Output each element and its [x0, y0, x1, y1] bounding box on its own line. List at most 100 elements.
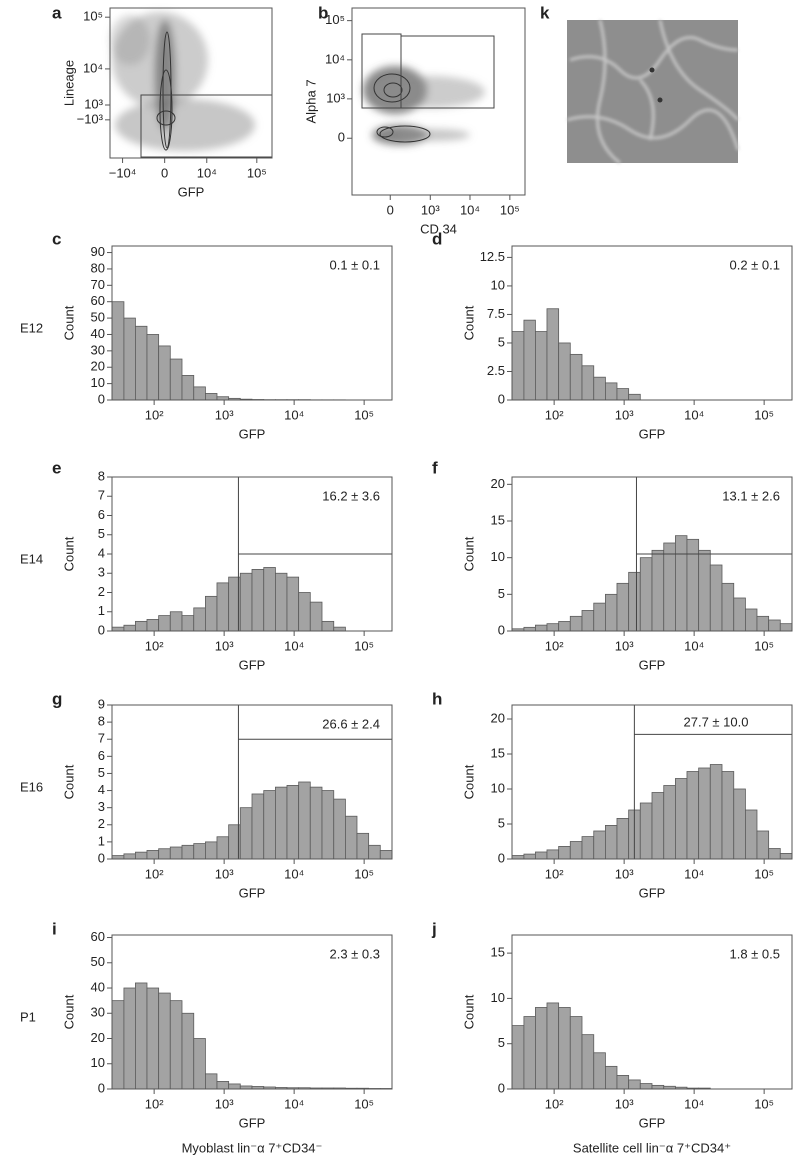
x-tick-label: 10⁴ [460, 202, 480, 217]
bar [345, 815, 358, 860]
y-tick-label: 7 [98, 731, 105, 746]
bar [228, 1083, 241, 1090]
plot-frame [109, 7, 273, 159]
bar [193, 607, 206, 632]
y-axis-label: Alpha 7 [303, 79, 318, 123]
y-tick-label: 70 [91, 277, 105, 292]
bar [146, 850, 160, 860]
bar [309, 601, 323, 632]
bar [616, 818, 630, 860]
plot-frame [511, 476, 793, 632]
bar [535, 624, 548, 632]
micrograph [566, 19, 740, 165]
bar [605, 593, 618, 632]
y-tick-label: 5 [498, 586, 505, 601]
bar [181, 375, 195, 401]
y-tick-label: 12.5 [480, 249, 505, 264]
y-tick-label: 10⁴ [325, 51, 345, 66]
y-tick-label: 6 [98, 748, 105, 763]
y-tick-label: 60 [91, 929, 105, 944]
x-tick-label: 10² [145, 407, 164, 422]
y-tick-label: 7 [98, 488, 105, 503]
y-tick-label: 5 [98, 765, 105, 780]
bar [651, 1084, 665, 1090]
bar [546, 1002, 560, 1090]
y-axis-label: Count [61, 305, 76, 340]
panel-letter: h [432, 689, 442, 708]
panel-letter: j [431, 919, 437, 938]
bar [569, 841, 583, 860]
bar [205, 595, 218, 632]
y-tick-label: 0 [498, 391, 505, 406]
x-tick-label: 10² [145, 1096, 164, 1111]
plot-frame [111, 934, 393, 1090]
panel-letter: g [52, 689, 62, 708]
bar [569, 1016, 583, 1090]
bar [605, 382, 618, 401]
bar [111, 626, 125, 632]
bar [158, 345, 171, 401]
x-tick-label: 10⁵ [754, 866, 774, 881]
bar [709, 764, 723, 860]
x-tick-label: 10³ [215, 1096, 234, 1111]
bar [558, 342, 571, 401]
x-tick-label: 10⁴ [684, 407, 704, 422]
y-tick-label: 4 [98, 545, 105, 560]
y-tick-label: 10 [491, 549, 505, 564]
y-tick-label: 3 [98, 565, 105, 580]
annotation: 13.1 ± 2.6 [722, 488, 780, 503]
row-label: P1 [20, 1009, 36, 1024]
y-tick-label: 10 [491, 990, 505, 1005]
bar [135, 325, 148, 401]
y-tick-label: 0 [338, 130, 345, 145]
bar [569, 353, 583, 401]
panel-letter: i [52, 919, 57, 938]
bar [181, 844, 195, 860]
x-axis-label: GFP [639, 1115, 666, 1130]
bar [779, 623, 793, 632]
y-tick-label: 50 [91, 954, 105, 969]
bar [158, 615, 171, 632]
bar [321, 790, 335, 860]
x-tick-label: 10⁴ [284, 638, 304, 653]
bar [111, 1000, 125, 1090]
x-tick-label: 10⁵ [247, 165, 267, 180]
contour-b [373, 73, 431, 143]
bar [263, 790, 276, 860]
bar [181, 615, 195, 632]
bar [523, 319, 536, 401]
bar [628, 393, 641, 401]
y-axis-label: Count [61, 536, 76, 571]
x-tick-label: 10⁵ [754, 407, 774, 422]
bar [239, 572, 253, 632]
y-tick-label: 1 [98, 833, 105, 848]
bar [593, 376, 606, 401]
panel-letter: b [318, 3, 328, 22]
y-tick-label: 3 [98, 799, 105, 814]
y-tick-label: 20 [491, 476, 505, 491]
y-tick-label: 10 [491, 277, 505, 292]
bar [379, 850, 393, 860]
y-tick-label: 1 [98, 603, 105, 618]
x-tick-label: 10² [545, 638, 564, 653]
bar [286, 785, 300, 860]
x-tick-label: 10⁵ [354, 866, 374, 881]
y-tick-label: 8 [98, 468, 105, 483]
bar [523, 853, 536, 860]
bar [651, 549, 665, 632]
bar [523, 626, 536, 632]
bar [546, 308, 560, 401]
bar [745, 809, 758, 860]
plot-frame [511, 934, 793, 1090]
x-tick-label: 10³ [615, 638, 634, 653]
x-axis-label: GFP [639, 885, 666, 900]
bar [616, 1075, 630, 1090]
y-tick-label: 6 [98, 507, 105, 522]
annotation: 26.6 ± 2.4 [322, 716, 380, 731]
bar [663, 785, 676, 860]
bar [333, 626, 346, 632]
y-axis-label: Count [61, 764, 76, 799]
y-tick-label: 10 [91, 375, 105, 390]
panel-letter: c [52, 229, 61, 248]
y-tick-label: 15 [491, 945, 505, 960]
